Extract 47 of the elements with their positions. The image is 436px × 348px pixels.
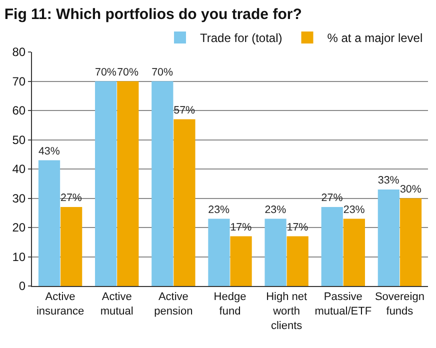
data-label: 17%: [286, 221, 309, 234]
bar: [378, 189, 400, 286]
x-tick-label: Active mutual: [100, 291, 134, 318]
y-tick-label: 70: [12, 74, 26, 88]
y-tick-label: 80: [12, 45, 26, 60]
legend-label: % at a major level: [327, 31, 423, 46]
chart-title: Fig 11: Which portfolios do you trade for?: [4, 6, 302, 24]
data-label: 57%: [174, 104, 196, 116]
x-tick-label: Hedge fund: [214, 291, 246, 318]
bar: [286, 236, 308, 286]
x-tick-label: Passive mutual/ETF: [314, 291, 372, 318]
y-tick-label: 0: [18, 279, 26, 294]
x-tick-label: High net worth clients: [266, 291, 308, 332]
bar: [321, 207, 343, 286]
y-tick-label: 50: [12, 132, 26, 147]
bar: [117, 81, 139, 286]
bar: [400, 198, 422, 286]
x-tick-label: Active pension: [154, 291, 193, 318]
y-tick-label: 10: [12, 250, 26, 264]
bar: [95, 81, 117, 286]
data-label: 23%: [264, 204, 287, 216]
bar: [174, 119, 196, 286]
bar: [152, 81, 174, 286]
legend-label: Trade for (total): [200, 31, 282, 46]
y-tick-label: 40: [12, 162, 26, 176]
data-label: 70%: [152, 66, 174, 78]
data-label: 70%: [117, 66, 139, 78]
data-label: 27%: [321, 192, 344, 204]
data-label: 27%: [60, 192, 82, 204]
bar: [343, 218, 365, 286]
data-label: 70%: [95, 66, 117, 78]
data-label: 33%: [378, 174, 400, 187]
y-tick-label: 60: [12, 104, 26, 118]
bar: [60, 207, 82, 286]
data-label: 23%: [343, 204, 366, 216]
y-tick-label: 20: [12, 220, 26, 235]
bar: [264, 218, 286, 286]
data-label: 30%: [400, 183, 422, 196]
x-tick-label: Sovereign funds: [374, 291, 424, 318]
data-label: 23%: [208, 204, 230, 216]
data-label: 17%: [230, 221, 252, 234]
data-label: 43%: [38, 145, 60, 158]
bar: [208, 218, 230, 286]
y-tick-label: 30: [12, 191, 26, 206]
bar: [38, 160, 60, 286]
bar: [230, 236, 252, 286]
x-tick-label: Active insurance: [36, 291, 84, 318]
